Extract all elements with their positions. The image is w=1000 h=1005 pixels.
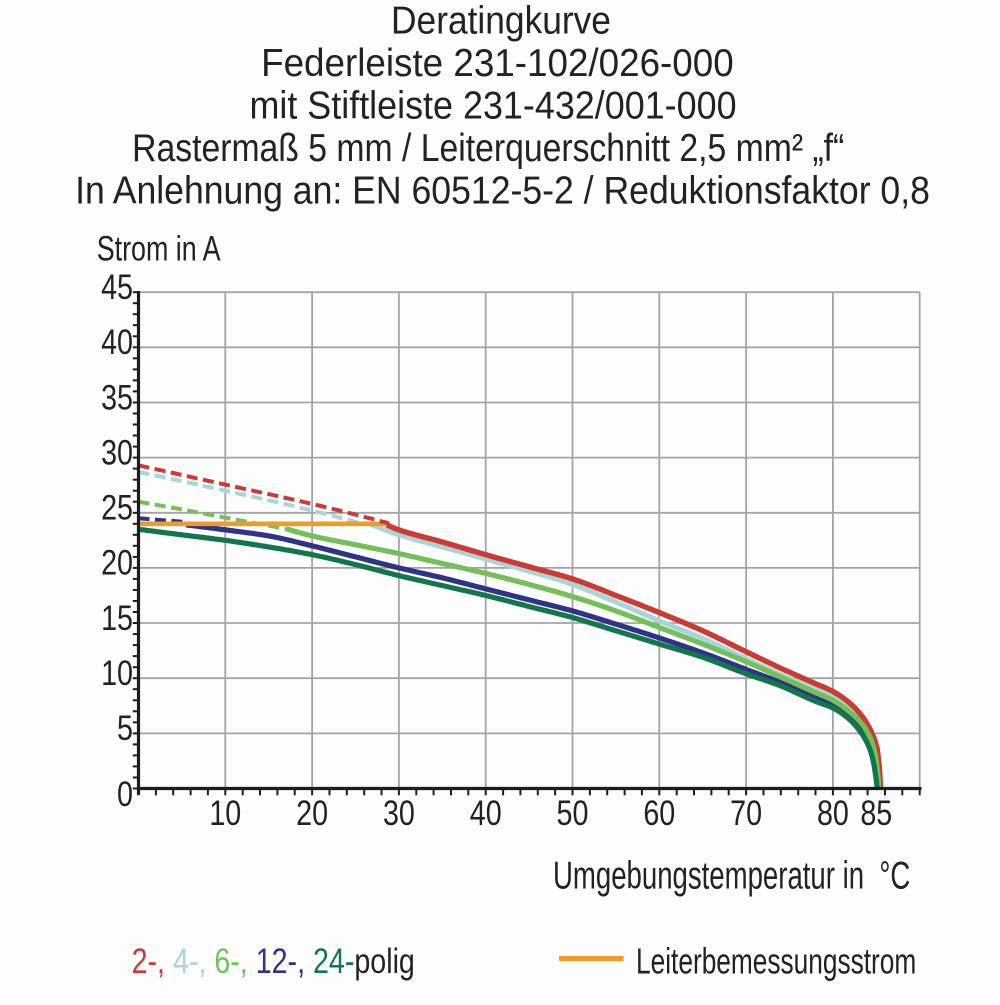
svg-text:10: 10 xyxy=(209,793,241,832)
svg-text:Rastermaß 5 mm / Leiterquersch: Rastermaß 5 mm / Leiterquerschnitt 2,5 m… xyxy=(132,126,844,170)
svg-text:Deratingkurve: Deratingkurve xyxy=(391,0,611,42)
svg-text:80: 80 xyxy=(817,793,849,832)
svg-text:45: 45 xyxy=(101,267,133,306)
svg-text:30: 30 xyxy=(101,433,133,472)
svg-text:20: 20 xyxy=(101,543,133,582)
svg-text:Leiterbemessungsstrom: Leiterbemessungsstrom xyxy=(636,941,916,982)
svg-text:mit Stiftleiste 231-432/001-00: mit Stiftleiste 231-432/001-000 xyxy=(249,83,736,127)
svg-text:50: 50 xyxy=(557,793,589,832)
svg-text:40: 40 xyxy=(470,793,502,832)
svg-text:25: 25 xyxy=(101,488,133,527)
svg-text:Strom in A: Strom in A xyxy=(97,229,221,268)
svg-text:5: 5 xyxy=(117,708,133,747)
svg-text:Federleiste 231-102/026-000: Federleiste 231-102/026-000 xyxy=(261,42,734,85)
svg-text:30: 30 xyxy=(383,793,415,832)
svg-text:60: 60 xyxy=(643,793,675,832)
svg-text:85: 85 xyxy=(860,793,892,832)
svg-text:In Anlehnung an: EN 60512-5-2: In Anlehnung an: EN 60512-5-2 / Reduktio… xyxy=(75,168,930,212)
svg-text:2-, 4-, 6-, 12-, 24-polig: 2-, 4-, 6-, 12-, 24-polig xyxy=(132,941,415,980)
svg-text:10: 10 xyxy=(101,653,133,692)
svg-text:20: 20 xyxy=(296,793,328,832)
svg-text:70: 70 xyxy=(730,793,762,832)
svg-text:35: 35 xyxy=(101,378,133,417)
svg-text:0: 0 xyxy=(117,774,133,813)
svg-text:40: 40 xyxy=(101,322,133,361)
svg-text:15: 15 xyxy=(101,598,133,637)
svg-text:Umgebungstemperatur in °C: Umgebungstemperatur in °C xyxy=(553,854,910,898)
